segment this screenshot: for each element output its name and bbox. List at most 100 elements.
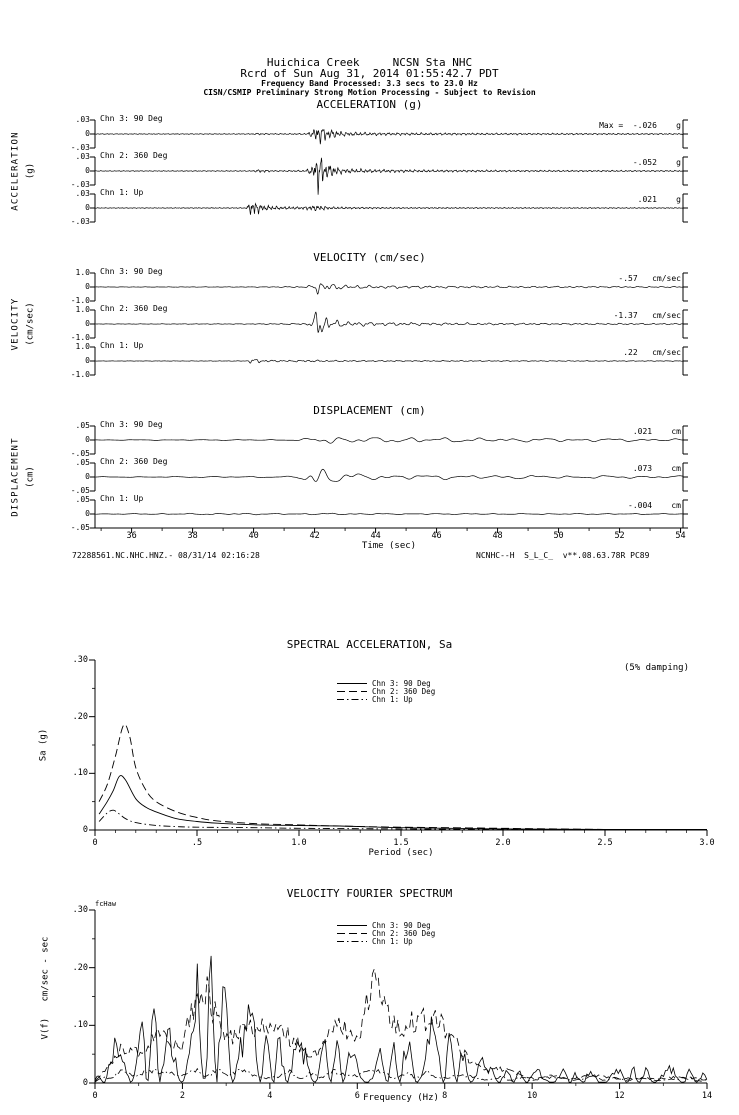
displacement-panel-title: DISPLACEMENT (cm) <box>313 404 426 417</box>
ytick-label: -.03 <box>70 180 90 189</box>
fourier-xtick-label: 4 <box>267 1091 273 1101</box>
processing-footer: NCNHC--H S_L_C_ v**.08.63.78R PC89 <box>476 551 650 560</box>
frequency-band-note: Frequency Band Processed: 3.3 secs to 23… <box>261 79 478 88</box>
fourier-ytick-label: .30 <box>72 905 88 915</box>
fourier-legend: Chn 3: 90 Deg Chn 2: 360 Deg Chn 1: Up <box>337 922 435 945</box>
fourier-ytick-label: .20 <box>72 962 88 973</box>
ytick-label: 0 <box>85 129 90 138</box>
sa-curve-chn-1-up <box>98 809 708 830</box>
legend-line-sample <box>337 941 367 942</box>
sa-curve-chn-3-90-deg <box>98 775 708 830</box>
fourier-xtick-label: 10 <box>527 1091 538 1101</box>
channel-label: Chn 3: 90 Deg <box>100 267 163 276</box>
trace-chn-2-360-deg <box>95 468 683 482</box>
value-label: Max = -.026 g <box>599 121 681 130</box>
displacement-axis-units: (cm) <box>25 466 36 488</box>
ytick-label: 0 <box>85 166 90 175</box>
ytick-label: -.03 <box>70 143 90 152</box>
time-xtick-label: 46 <box>431 531 442 541</box>
ytick-label: 0 <box>85 203 90 212</box>
channel-label: Chn 2: 360 Deg <box>100 457 168 466</box>
legend-row: Chn 1: Up <box>337 938 435 945</box>
legend-label: Chn 1: Up <box>372 694 413 704</box>
ytick-label: -.05 <box>70 449 90 458</box>
sa-ytick-label: 0 <box>82 825 88 835</box>
legend-row: Chn 2: 360 Deg <box>337 688 435 695</box>
legend-label: Chn 3: 90 Deg <box>372 678 431 688</box>
sa-xtick-label: .5 <box>191 838 203 848</box>
sa-xtick-label: 3.0 <box>699 838 715 848</box>
ytick-label: 0 <box>85 509 90 518</box>
sa-xtick-label: 0 <box>92 838 98 848</box>
legend-row: Chn 3: 90 Deg <box>337 680 435 687</box>
acceleration-panel-title: ACCELERATION (g) <box>316 98 423 111</box>
ytick-label: .05 <box>75 458 90 467</box>
sa-axis-label: Sa (g) <box>38 728 49 762</box>
time-xtick-label: 54 <box>675 531 686 541</box>
legend-label: Chn 2: 360 Deg <box>372 686 436 696</box>
sa-ytick-label: .20 <box>72 711 88 722</box>
ytick-label: 1.0 <box>75 305 90 314</box>
legend-line-sample <box>337 683 367 684</box>
value-label: -.004 cm <box>628 501 681 510</box>
fourier-curve-chn-1-up <box>94 1067 707 1083</box>
value-label: .073 cm <box>632 464 681 473</box>
channel-label: Chn 3: 90 Deg <box>100 420 163 429</box>
fourier-xtick-label: 8 <box>442 1091 448 1101</box>
channel-label: Chn 2: 360 Deg <box>100 304 168 313</box>
time-xtick-label: 48 <box>492 531 503 541</box>
legend-label: Chn 1: Up <box>372 936 413 946</box>
trace-chn-3-90-deg <box>95 283 683 295</box>
damping-annotation: (5% damping) <box>623 663 689 673</box>
legend-row: Chn 2: 360 Deg <box>337 930 435 937</box>
fourier-xtick-label: 2 <box>179 1091 185 1101</box>
legend-line-sample <box>337 699 367 700</box>
ytick-label: 1.0 <box>75 342 90 351</box>
ytick-label: 0 <box>85 356 90 365</box>
fourier-xtick-label: 14 <box>701 1091 713 1101</box>
value-label: -1.37 cm/sec <box>613 311 681 320</box>
ytick-label: .05 <box>75 495 90 504</box>
fourier-ytick-label: 0 <box>82 1078 88 1088</box>
legend-label: Chn 2: 360 Deg <box>372 928 436 938</box>
ytick-label: -1.0 <box>70 296 90 305</box>
legend-line-sample <box>337 933 367 934</box>
fourier-corner-label: fcHaw <box>95 900 117 908</box>
fourier-xtick-label: 0 <box>92 1091 98 1101</box>
time-axis-label: Time (sec) <box>361 541 417 551</box>
time-xtick-label: 40 <box>248 531 259 541</box>
trace-chn-1-up <box>95 359 683 364</box>
ytick-label: .05 <box>75 421 90 430</box>
legend-row: Chn 3: 90 Deg <box>337 922 435 929</box>
sa-legend: Chn 3: 90 Deg Chn 2: 360 Deg Chn 1: Up <box>337 680 435 703</box>
record-id-footer: 72288561.NC.NHC.HNZ.- 08/31/14 02:16:28 <box>72 551 260 560</box>
channel-label: Chn 3: 90 Deg <box>100 114 163 123</box>
value-label: .021 cm <box>632 427 681 436</box>
fourier-xtick-label: 12 <box>614 1091 625 1101</box>
sa-xtick-label: 2.0 <box>495 838 511 848</box>
record-datetime: Rcrd of Sun Aug 31, 2014 01:55:42.7 PDT <box>240 67 499 80</box>
sa-xtick-label: 1.5 <box>393 838 409 848</box>
period-axis-label: Period (sec) <box>368 848 434 858</box>
fourier-curve-chn-3-90-deg <box>94 955 708 1084</box>
ytick-label: -.05 <box>70 523 90 532</box>
acceleration-axis-label: ACCELERATION <box>10 131 21 211</box>
ytick-label: 0 <box>85 435 90 444</box>
channel-label: Chn 2: 360 Deg <box>100 151 168 160</box>
legend-line-sample <box>337 925 367 926</box>
trace-chn-3-90-deg <box>95 437 683 444</box>
ytick-label: 0 <box>85 319 90 328</box>
sa-curve-chn-2-360-deg <box>98 723 708 830</box>
channel-label: Chn 1: Up <box>100 494 144 503</box>
value-label: .22 cm/sec <box>623 348 681 357</box>
ytick-label: 0 <box>85 472 90 481</box>
value-label: .021 g <box>637 195 681 204</box>
legend-row: Chn 1: Up <box>337 696 435 703</box>
channel-label: Chn 1: Up <box>100 188 144 197</box>
sa-xtick-label: 1.0 <box>291 838 307 848</box>
velocity-panel-title: VELOCITY (cm/sec) <box>313 251 426 264</box>
trace-chn-2-360-deg <box>95 311 683 333</box>
channel-label: Chn 1: Up <box>100 341 144 350</box>
